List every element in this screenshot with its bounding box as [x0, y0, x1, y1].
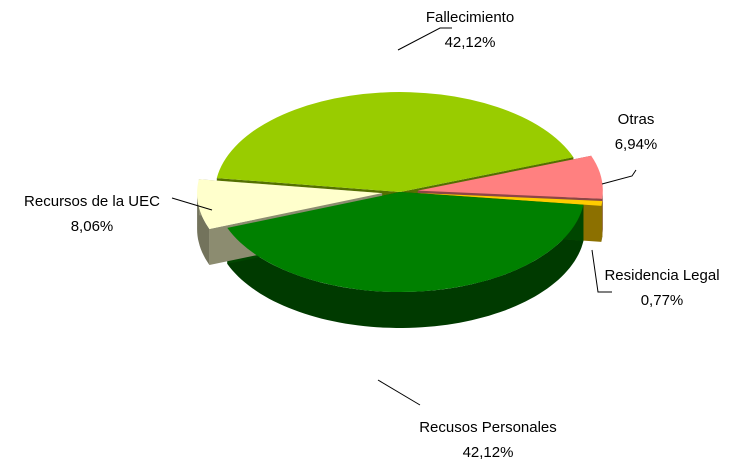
value-label: 42,12% [463, 444, 514, 461]
pie-slice [417, 193, 603, 206]
category-label: Fallecimiento [426, 9, 514, 26]
category-label: Otras [618, 111, 655, 128]
leader-line [397, 27, 452, 51]
category-label: Residencia Legal [604, 267, 719, 284]
pie-side [197, 193, 210, 265]
leader-line [601, 169, 637, 185]
pie-slice [216, 92, 574, 192]
value-label: 42,12% [445, 34, 496, 51]
labels: Fallecimiento 42,12% Otras 6,94% Residencia … [24, 9, 719, 461]
pie-side [227, 204, 584, 328]
pie-tops [197, 92, 603, 293]
pie-slice [227, 192, 584, 293]
value-label: 0,77% [641, 292, 684, 309]
category-label: Recursos de la UEC [24, 193, 160, 210]
leader-line [171, 197, 213, 211]
value-label: 8,06% [71, 218, 114, 235]
category-label: Recusos Personales [419, 419, 557, 436]
leader-line [377, 379, 421, 406]
leader-line [591, 249, 612, 293]
pie-slice [417, 155, 603, 199]
pie-side [602, 190, 603, 235]
value-label: 6,94% [615, 136, 658, 153]
pie-slice [197, 179, 383, 229]
